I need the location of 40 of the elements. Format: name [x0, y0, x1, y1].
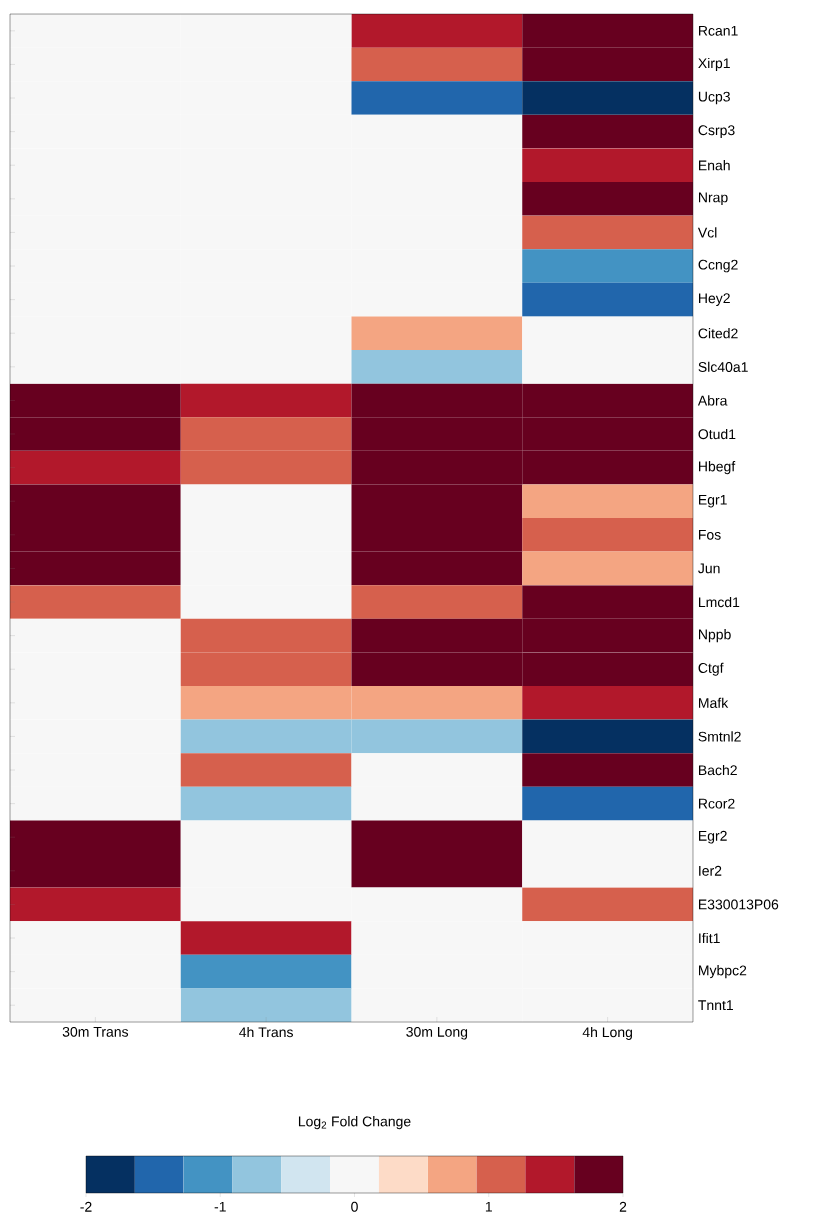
y-tick-label: Hey2 — [699, 293, 730, 306]
color-bar-title: Log$_{2}$ Fold Change — [298, 1116, 411, 1130]
y-tick-label: Nppb — [699, 629, 731, 643]
x-tick-label: 30m Long — [406, 1026, 468, 1040]
y-tick-label: E330013P06 — [699, 899, 779, 910]
y-tick-label: Egr2 — [699, 830, 727, 844]
y-tick-label: Jun — [698, 563, 720, 574]
y-tick-label: Xirp1 — [698, 57, 730, 71]
x-tick-label: 4h Long — [582, 1026, 632, 1040]
y-tick-label: Smtnl2 — [698, 731, 741, 742]
y-tick-label: Enah — [699, 160, 730, 171]
y-tick-label: Ucp3 — [698, 91, 730, 105]
y-tick-label: Mafk — [699, 697, 729, 708]
y-tick-label: Rcor2 — [699, 798, 735, 809]
y-tick-label: Ccng2 — [698, 259, 738, 273]
y-tick-label: Nrap — [699, 192, 728, 206]
y-tick-label: Bach2 — [699, 764, 737, 776]
y-tick-label: Slc40a1 — [698, 361, 748, 372]
y-tick-label: Vcl — [697, 227, 717, 238]
x-tick-label: 4h Trans — [239, 1026, 293, 1038]
y-tick-label: Rcan1 — [699, 25, 738, 36]
color-bar-label: 1 — [485, 1201, 492, 1212]
y-tick-label: Abra — [697, 395, 728, 406]
x-tick-label: 30m Trans — [62, 1026, 129, 1037]
y-tick-label: Hbegf — [699, 461, 736, 475]
color-bar-label: -1 — [214, 1201, 226, 1212]
y-tick-label: Ctgf — [698, 662, 724, 676]
y-tick-label: Otud1 — [698, 428, 736, 440]
y-tick-label: Ifit1 — [699, 932, 720, 944]
color-bar-label: 2 — [619, 1201, 627, 1212]
color-bar-label: -2 — [80, 1201, 92, 1212]
color-bar-label: 0 — [351, 1201, 358, 1212]
y-tick-label: Ier2 — [699, 865, 722, 876]
y-tick-label: Egr1 — [699, 494, 727, 508]
y-tick-label: Lmcd1 — [699, 596, 740, 608]
y-tick-label: Tnnt1 — [698, 1000, 733, 1011]
y-tick-label: Cited2 — [698, 328, 738, 339]
y-tick-label: Csrp3 — [698, 125, 735, 138]
y-tick-label: Fos — [699, 529, 721, 540]
y-tick-label: Mybpc2 — [699, 965, 747, 979]
